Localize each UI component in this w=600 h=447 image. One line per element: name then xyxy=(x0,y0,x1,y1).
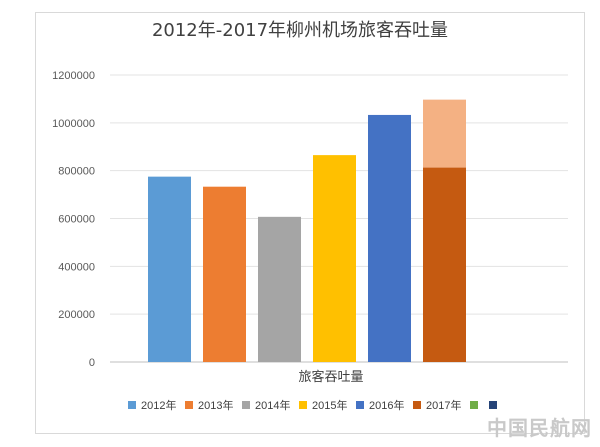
bar-2016年 xyxy=(368,114,411,363)
bar-2017年 xyxy=(423,167,466,362)
y-tick-label: 400000 xyxy=(58,261,95,273)
watermark-logo: 中国民航网 xyxy=(487,416,592,440)
bar-2012年 xyxy=(148,176,191,362)
legend-swatch xyxy=(185,401,193,409)
bar-2015年 xyxy=(313,155,356,362)
legend-swatch xyxy=(356,401,364,409)
legend: 2012年 2013年 2014年 2015年 2016年 2017年 xyxy=(128,398,497,412)
chart-title: 2012年-2017年柳州机场旅客吞吐量 xyxy=(151,20,449,41)
chart-frame xyxy=(35,12,585,434)
legend-swatch xyxy=(242,401,250,409)
legend-label: 2017年 xyxy=(426,398,461,412)
y-tick-label: 200000 xyxy=(58,309,95,321)
y-tick-label: 600000 xyxy=(58,214,95,226)
legend-label: 2012年 xyxy=(141,398,176,412)
legend-label: 2014年 xyxy=(255,398,290,412)
legend-label: 2016年 xyxy=(369,398,404,412)
bar-2013年 xyxy=(203,186,246,362)
bars xyxy=(148,99,466,363)
y-tick-label: 1000000 xyxy=(52,118,95,130)
legend-swatch xyxy=(489,401,497,409)
legend-swatch xyxy=(299,401,307,409)
legend-swatch xyxy=(413,401,421,409)
bar-2014年 xyxy=(258,216,301,362)
x-axis-label: 旅客吞吐量 xyxy=(298,369,363,384)
y-axis-ticks: 0 200000 400000 600000 800000 1000000 1200000 xyxy=(52,70,95,369)
y-tick-label: 800000 xyxy=(58,166,95,178)
bar-segment-2017年 xyxy=(423,99,466,168)
legend-swatch xyxy=(128,401,136,409)
y-tick-label: 1200000 xyxy=(52,70,95,82)
legend-label: 2013年 xyxy=(198,398,233,412)
legend-label: 2015年 xyxy=(312,398,347,412)
y-tick-label: 0 xyxy=(89,357,95,369)
legend-swatch xyxy=(470,401,478,409)
